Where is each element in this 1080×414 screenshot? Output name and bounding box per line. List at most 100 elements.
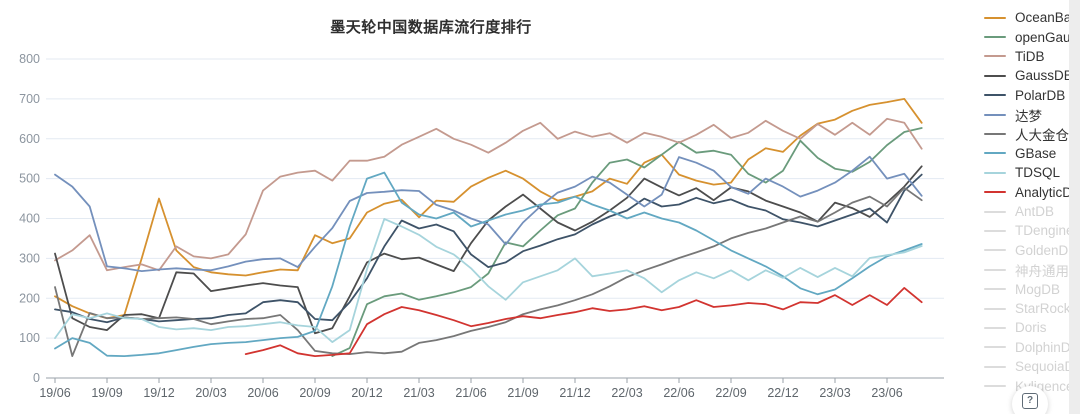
legend-item-openGauss[interactable]: openGauss — [984, 27, 1080, 46]
x-axis-label: 21/12 — [559, 386, 590, 400]
legend-item-人大金仓[interactable]: 人大金仓 — [984, 124, 1070, 143]
legend-label: openGauss — [1015, 29, 1080, 45]
legend-item-TiDB[interactable]: TiDB — [984, 47, 1070, 66]
legend-item-TDSQL[interactable]: TDSQL — [984, 163, 1070, 182]
x-axis-label: 23/03 — [819, 386, 850, 400]
help-button[interactable]: ? — [1012, 386, 1048, 414]
legend-label: GBase — [1015, 145, 1057, 161]
y-axis-label: 600 — [19, 132, 40, 146]
legend-label: TDengine — [1015, 223, 1074, 239]
legend-line-swatch — [984, 55, 1006, 58]
x-axis-label: 20/03 — [195, 386, 226, 400]
legend-label: 达梦 — [1015, 108, 1042, 124]
legend-item-MogDB[interactable]: MogDB — [984, 279, 1070, 298]
x-axis-label: 19/06 — [39, 386, 70, 400]
y-axis-label: 0 — [33, 371, 40, 385]
legend-line-swatch — [984, 249, 1006, 252]
legend-item-OceanBase[interactable]: OceanBase — [984, 8, 1080, 27]
legend-line-swatch — [984, 288, 1006, 291]
legend-item-达梦[interactable]: 达梦 — [984, 105, 1070, 124]
legend-label: MogDB — [1015, 281, 1061, 297]
legend-label: OceanBase — [1015, 10, 1080, 26]
y-axis-label: 500 — [19, 172, 40, 186]
page-edge-strip — [1069, 0, 1080, 414]
legend-line-swatch — [984, 171, 1006, 174]
series-line-OceanBase — [54, 98, 923, 320]
help-question-icon: ? — [1022, 393, 1038, 409]
legend-item-Doris[interactable]: Doris — [984, 318, 1070, 337]
series-line-GBase — [54, 171, 923, 357]
legend-item-StarRocks[interactable]: StarRocks — [984, 299, 1077, 318]
legend-line-swatch — [984, 133, 1006, 136]
popularity-line-chart[interactable]: 墨天轮中国数据库流行度排行 19/06 19/09 19/12 20/03 20/06 2… — [0, 0, 960, 414]
legend-line-swatch — [984, 113, 1006, 116]
x-axis-label: 22/03 — [611, 386, 642, 400]
chart-plot-area[interactable]: 19/06 19/09 19/12 20/03 20/06 20/09 20/12 21/03… — [0, 0, 960, 414]
x-axis-label: 21/06 — [455, 386, 486, 400]
x-axis-label: 20/09 — [299, 386, 330, 400]
legend-line-swatch — [984, 94, 1006, 97]
legend-label: Doris — [1015, 320, 1047, 336]
legend-label: GaussDB — [1015, 68, 1073, 84]
chart-title: 墨天轮中国数据库流行度排行 — [330, 19, 532, 36]
legend-label: StarRocks — [1015, 301, 1078, 317]
y-axis-label: 100 — [19, 331, 40, 345]
legend-line-swatch — [984, 152, 1006, 155]
legend-item-AntDB[interactable]: AntDB — [984, 202, 1070, 221]
legend-item-PolarDB[interactable]: PolarDB — [984, 86, 1070, 105]
series-line-AnalyticDB — [244, 287, 923, 357]
legend-item-TDengine[interactable]: TDengine — [984, 221, 1074, 240]
x-axis-label: 22/12 — [767, 386, 798, 400]
y-axis-label: 300 — [19, 251, 40, 265]
legend-item-AnalyticDB[interactable]: AnalyticDB — [984, 183, 1080, 202]
y-axis-label: 700 — [19, 92, 40, 106]
y-axis-label: 200 — [19, 291, 40, 305]
legend-line-swatch — [984, 229, 1006, 232]
chart-legend: OceanBase openGauss TiDB GaussDB PolarDB 达梦人大… — [984, 8, 1080, 396]
legend-label: TiDB — [1015, 48, 1045, 64]
legend-line-swatch — [984, 268, 1006, 271]
legend-line-swatch — [984, 16, 1006, 19]
legend-line-swatch — [984, 307, 1006, 310]
x-axis-label: 22/09 — [715, 386, 746, 400]
legend-label: SequoiaDB — [1015, 359, 1080, 375]
legend-line-swatch — [984, 365, 1006, 368]
legend-line-swatch — [984, 36, 1006, 39]
series-line-TiDB — [54, 117, 923, 272]
legend-line-swatch — [984, 191, 1006, 194]
x-axis-label: 20/12 — [351, 386, 382, 400]
x-axis-label: 23/06 — [871, 386, 902, 400]
series-line-PolarDB — [54, 173, 923, 324]
series-line-达梦 — [54, 155, 923, 272]
legend-item-GoldenDB[interactable]: GoldenDB — [984, 241, 1077, 260]
x-axis-label: 22/06 — [663, 386, 694, 400]
legend-label: PolarDB — [1015, 87, 1066, 103]
legend-item-SequoiaDB[interactable]: SequoiaDB — [984, 357, 1080, 376]
legend-line-swatch — [984, 385, 1006, 388]
legend-item-神舟通用[interactable]: 神舟通用 — [984, 260, 1070, 279]
x-axis-label: 21/09 — [507, 386, 538, 400]
legend-line-swatch — [984, 346, 1006, 349]
legend-item-GBase[interactable]: GBase — [984, 144, 1070, 163]
legend-line-swatch — [984, 74, 1006, 77]
legend-label: TDSQL — [1015, 165, 1061, 181]
x-axis-label: 19/12 — [143, 386, 174, 400]
legend-label: DolphinDB — [1015, 339, 1080, 355]
series-line-TDSQL — [54, 218, 923, 343]
legend-label: GoldenDB — [1015, 242, 1078, 258]
x-axis-label: 20/06 — [247, 386, 278, 400]
y-axis-label: 400 — [19, 212, 40, 226]
legend-label: 人大金仓 — [1015, 128, 1069, 144]
x-axis-label: 21/03 — [403, 386, 434, 400]
legend-item-DolphinDB[interactable]: DolphinDB — [984, 338, 1080, 357]
legend-label: AntDB — [1015, 204, 1055, 220]
legend-item-GaussDB[interactable]: GaussDB — [984, 66, 1073, 85]
legend-line-swatch — [984, 326, 1006, 329]
legend-label: 神舟通用 — [1015, 263, 1069, 279]
series-line-openGauss — [331, 127, 923, 357]
series-line-人大金仓 — [54, 186, 923, 357]
legend-label: AnalyticDB — [1015, 184, 1080, 200]
y-axis-label: 800 — [19, 52, 40, 66]
legend-line-swatch — [984, 210, 1006, 213]
